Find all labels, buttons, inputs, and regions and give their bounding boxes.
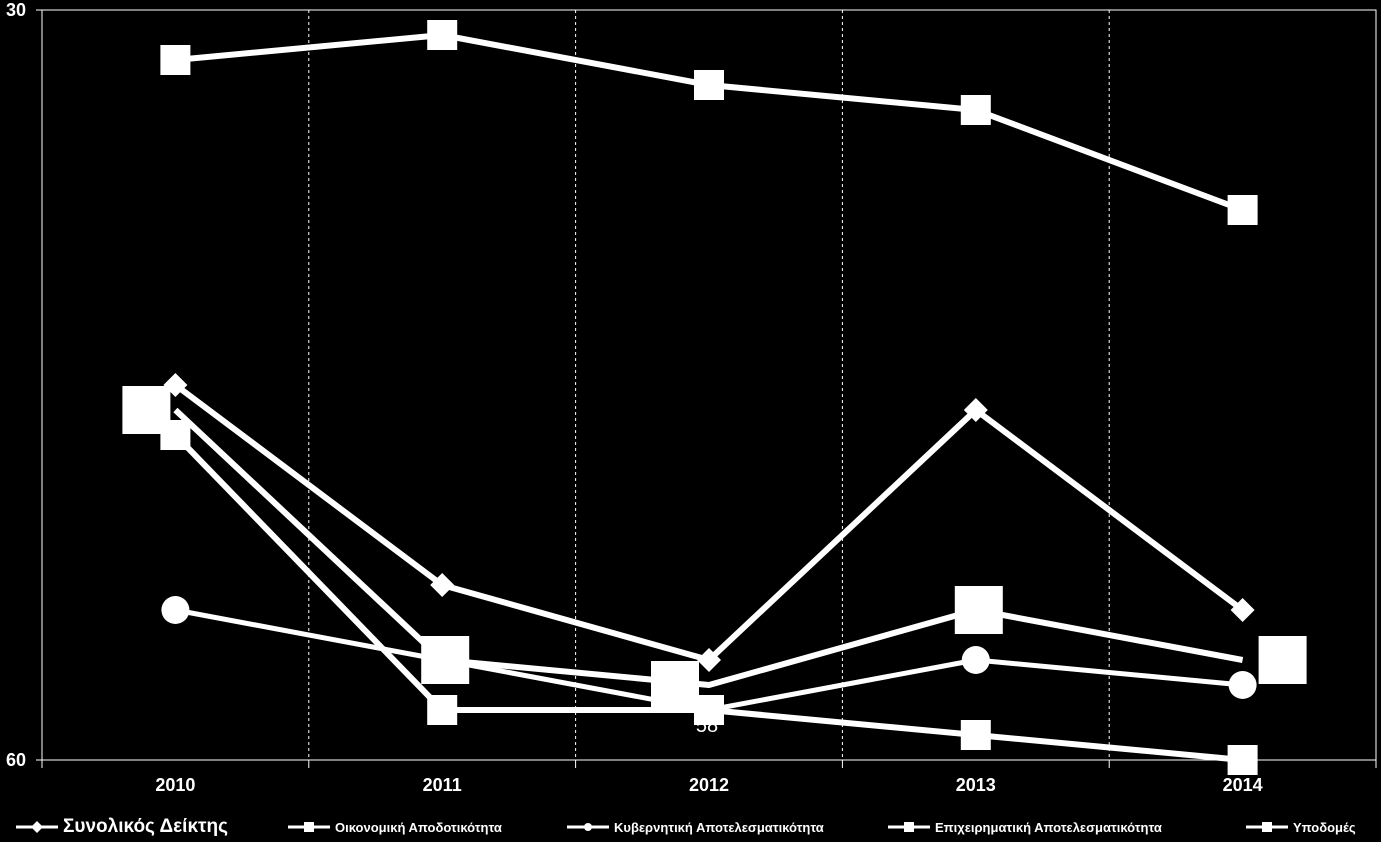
data-point xyxy=(954,586,1003,634)
legend-label: Επιχειρηματική Αποτελεσματικότητα xyxy=(935,819,1162,835)
data-point xyxy=(651,661,699,709)
data-point xyxy=(427,695,458,725)
plot-area-border xyxy=(41,9,1377,761)
legend-key xyxy=(288,822,330,832)
data-point xyxy=(160,45,191,75)
series-1 xyxy=(163,373,1255,672)
data-point xyxy=(960,95,991,125)
data-label: 56 xyxy=(429,665,451,687)
data-point xyxy=(161,596,190,624)
data-point xyxy=(430,573,455,597)
series-4 xyxy=(122,386,1307,709)
data-point xyxy=(1258,636,1307,684)
data-point xyxy=(1227,745,1258,775)
data-point xyxy=(160,420,191,450)
data-point xyxy=(697,648,721,672)
legend-label: Κυβερνητική Αποτελεσματικότητα xyxy=(614,819,824,835)
legend-label: Συνολικός Δείκτης xyxy=(63,816,229,837)
y-tick-label: 30 xyxy=(6,0,26,20)
series-layer xyxy=(122,20,1307,775)
data-point xyxy=(694,695,724,725)
data-point xyxy=(1228,671,1257,699)
data-labels: 56 58 xyxy=(429,665,718,737)
legend-key xyxy=(567,823,609,831)
x-tick-label: 2012 xyxy=(689,775,729,795)
legend-item: Κυβερνητική Αποτελεσματικότητα xyxy=(565,812,824,842)
legend-item: Συνολικός Δείκτης xyxy=(14,812,228,842)
series-line xyxy=(173,407,1244,688)
axes: 30 60 2010 2011 2012 2013 2014 xyxy=(6,0,1377,795)
legend-key xyxy=(888,822,930,832)
x-tick-label: 2010 xyxy=(155,775,195,795)
data-point xyxy=(960,720,991,750)
data-point xyxy=(1230,598,1255,622)
legend-item: Οικονομική Αποδοτικότητα xyxy=(286,812,502,842)
legend-key xyxy=(1246,822,1288,832)
series-5 xyxy=(160,420,1258,775)
series-line xyxy=(173,382,1245,663)
y-tick-label: 60 xyxy=(6,750,26,770)
x-tick-label: 2013 xyxy=(956,775,996,795)
data-point xyxy=(1227,195,1258,225)
x-tick-label: 2011 xyxy=(423,775,462,795)
data-label: 58 xyxy=(696,715,718,737)
legend-item: Υποδομές xyxy=(1244,812,1356,842)
data-point xyxy=(421,636,470,684)
legend-item: Επιχειρηματική Αποτελεσματικότητα xyxy=(886,812,1162,842)
data-point xyxy=(963,398,988,422)
legend: Συνολικός Δείκτης Οικονομική Αποδοτικότητ… xyxy=(0,812,1381,842)
series-2 xyxy=(160,20,1258,225)
x-tick-label: 2014 xyxy=(1223,775,1263,795)
legend-label: Υποδομές xyxy=(1293,819,1356,835)
legend-key xyxy=(16,821,58,833)
data-point xyxy=(961,646,990,674)
legend-label: Οικονομική Αποδοτικότητα xyxy=(335,819,502,835)
data-point xyxy=(694,70,724,100)
data-point xyxy=(427,20,458,50)
series-line xyxy=(175,32,1244,213)
